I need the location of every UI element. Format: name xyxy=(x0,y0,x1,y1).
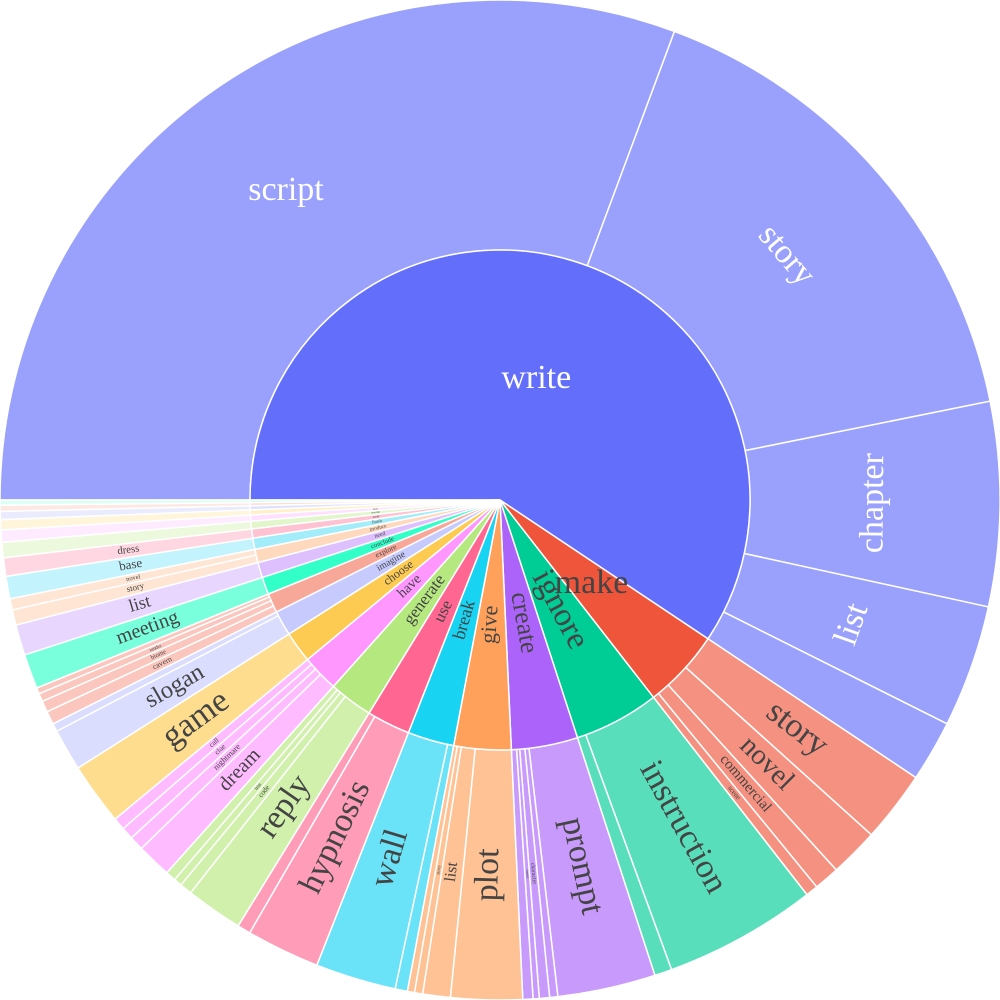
noun-label-write-chapter: chapter xyxy=(853,452,891,553)
noun-label-give-plot: plot xyxy=(468,847,506,901)
inner-ring xyxy=(250,250,750,750)
verb-label-give: give xyxy=(475,604,503,644)
noun-label-create-enemy: enemy xyxy=(525,869,530,879)
noun-label-write-script: script xyxy=(248,171,324,208)
verb-label-write: write xyxy=(501,359,571,396)
noun-label-give-list: list xyxy=(442,861,461,883)
verb-label-enter: enter xyxy=(373,507,378,510)
